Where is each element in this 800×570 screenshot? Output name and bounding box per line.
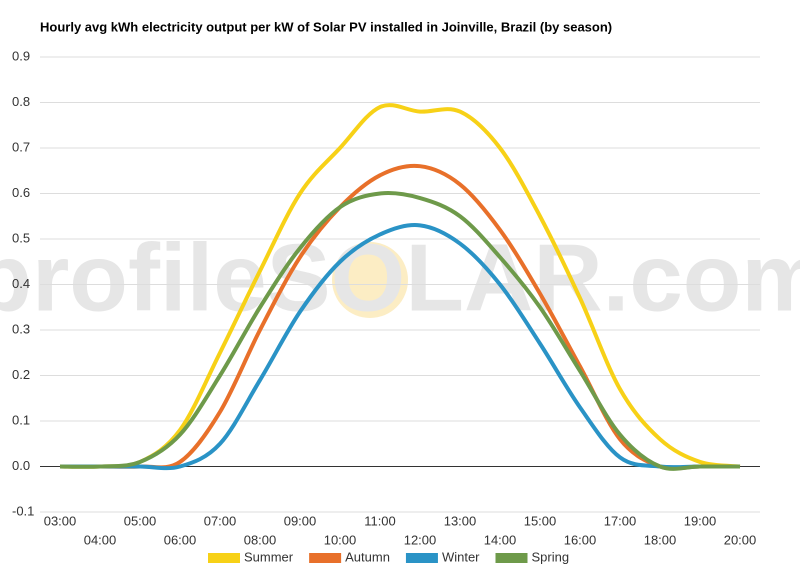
x-tick-label: 16:00	[564, 532, 597, 547]
x-tick-label: 06:00	[164, 532, 197, 547]
chart-title: Hourly avg kWh electricity output per kW…	[40, 19, 612, 34]
series-line	[59, 103, 741, 469]
legend-swatch	[309, 553, 342, 563]
y-tick-label: 0.6	[12, 185, 30, 200]
y-tick-label: 0.0	[12, 458, 30, 473]
x-tick-label: 04:00	[84, 532, 117, 547]
x-tick-label: 07:00	[204, 513, 237, 528]
x-tick-label: 18:00	[644, 532, 677, 547]
x-tick-label: 11:00	[364, 513, 396, 528]
legend-label: Spring	[532, 549, 570, 564]
legend-label: Summer	[244, 549, 294, 564]
legend-swatch	[495, 553, 528, 563]
legend-label: Autumn	[345, 549, 390, 564]
series-line	[59, 191, 740, 471]
legend-label: Winter	[442, 549, 480, 564]
y-tick-label: 0.1	[12, 412, 30, 427]
x-tick-label: 10:00	[324, 532, 357, 547]
y-tick-label: 0.2	[12, 367, 30, 382]
watermark-sun	[332, 242, 408, 318]
x-tick-label: 08:00	[244, 532, 277, 547]
x-tick-label: 09:00	[284, 513, 317, 528]
y-tick-label: 0.7	[12, 139, 30, 154]
x-tick-label: 13:00	[444, 513, 477, 528]
legend-swatch	[208, 553, 240, 563]
x-tick-label: 20:00	[724, 532, 757, 547]
watermark: profileSOLAR.com	[0, 224, 800, 331]
x-tick-label: 17:00	[604, 513, 637, 528]
y-tick-label: 0.3	[12, 321, 30, 336]
x-tick-label: 03:00	[44, 513, 77, 528]
x-tick-label: 19:00	[684, 513, 717, 528]
y-tick-label: 0.5	[12, 230, 30, 245]
y-tick-label: 0.9	[12, 48, 30, 63]
series-line	[60, 163, 740, 471]
x-tick-label: 15:00	[524, 513, 557, 528]
x-tick-label: 05:00	[124, 513, 157, 528]
series-line	[60, 223, 740, 471]
y-tick-label: 0.4	[12, 276, 30, 291]
y-tick-label: 0.8	[12, 94, 30, 109]
y-tick-label: -0.1	[12, 503, 34, 518]
x-tick-label: 14:00	[484, 532, 517, 547]
legend-swatch	[405, 553, 438, 563]
x-tick-label: 12:00	[404, 532, 437, 547]
